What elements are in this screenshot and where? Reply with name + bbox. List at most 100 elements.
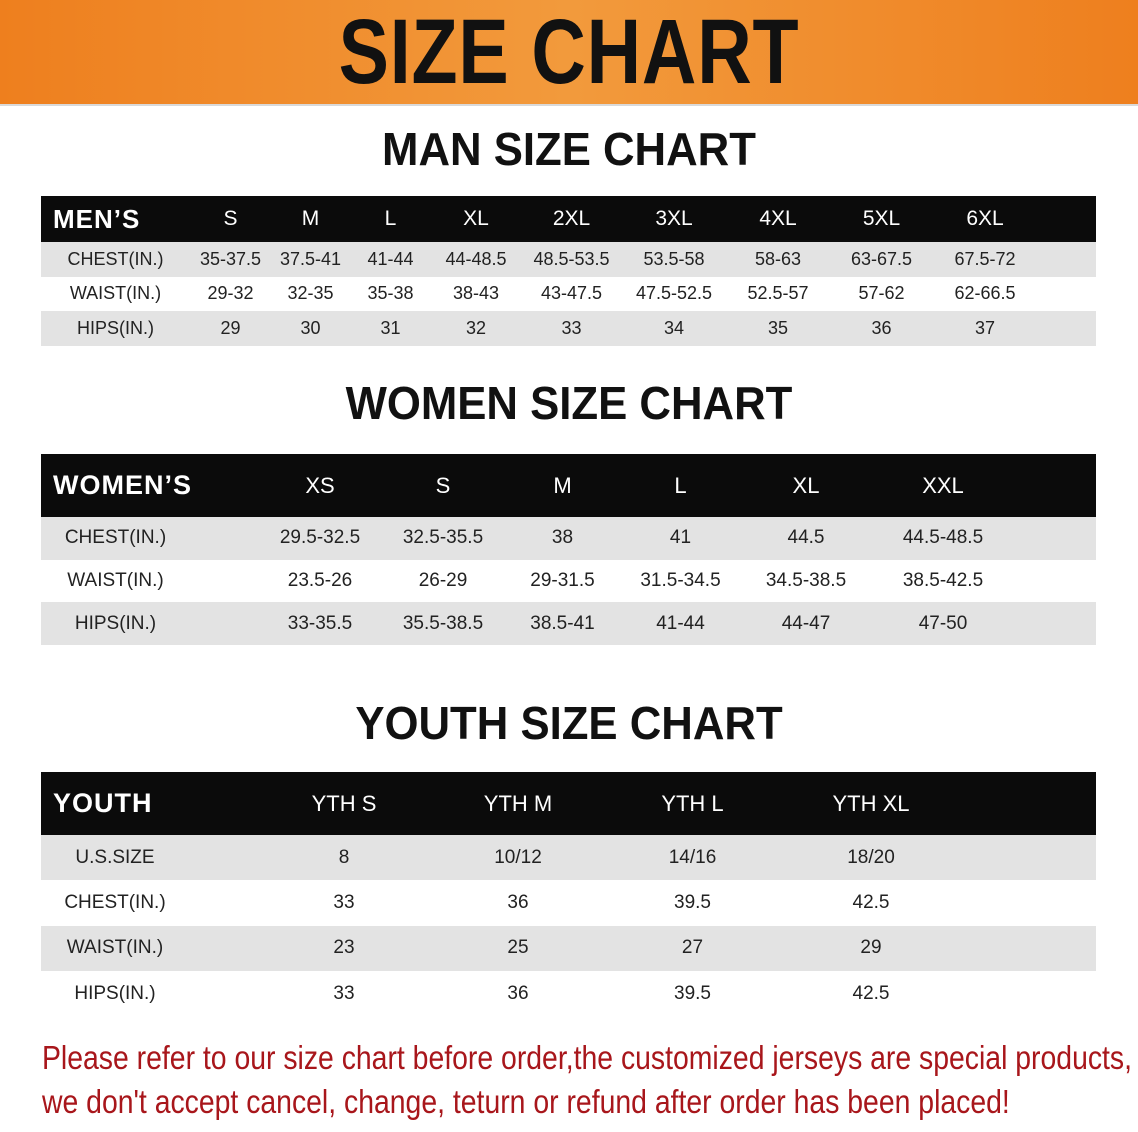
size-header: XXL — [922, 472, 964, 498]
size-header: L — [674, 472, 687, 498]
measurement-cell: 39.5 — [674, 982, 711, 1004]
measurement-cell: 48.5-53.5 — [533, 248, 610, 269]
table-row: U.S.SIZE 8 10/12 14/16 18/20 — [41, 835, 1096, 881]
measurement-cell: 33 — [333, 891, 355, 913]
measurement-cell: 53.5-58 — [643, 248, 705, 269]
measurement-cell: 25 — [507, 937, 529, 959]
measurement-cell: 41-44 — [367, 248, 414, 269]
size-header: 4XL — [759, 207, 797, 230]
size-header: L — [384, 207, 397, 230]
measurement-cell: 44.5 — [787, 527, 825, 549]
measurement-cell: 57-62 — [858, 283, 905, 304]
table-row: WAIST(IN.) 23.5-26 26-29 29-31.5 31.5-34.5 34… — [41, 559, 1096, 603]
row-label: HIPS(IN.) — [76, 317, 154, 338]
men-size-table: MEN’S S M L XL 2XL 3XL 4XL 5XL 6XL CHEST(IN.) 35-37… — [41, 196, 1096, 346]
table-row: HIPS(IN.) 33-35.5 35.5-38.5 38.5-41 41-44 44-… — [41, 602, 1096, 646]
measurement-cell: 29-32 — [207, 283, 254, 304]
size-header: YTH S — [311, 790, 377, 816]
measurement-cell: 30 — [300, 317, 321, 338]
measurement-cell: 35-37.5 — [199, 248, 262, 269]
measurement-cell: 44-48.5 — [445, 248, 507, 269]
size-header: M — [301, 207, 320, 230]
measurement-cell: 23 — [333, 937, 355, 959]
women-section-title: WOMEN SIZE CHART — [345, 377, 793, 429]
row-label: CHEST(IN.) — [64, 527, 167, 549]
size-header: 2XL — [552, 207, 591, 230]
table-row: HIPS(IN.) 29 30 31 32 33 34 35 36 37 — [41, 311, 1096, 346]
table-header-row: WOMEN’S XS S M L XL XXL — [41, 454, 1096, 517]
measurement-cell: 47-50 — [918, 612, 968, 634]
size-header: XS — [305, 472, 335, 498]
size-header: XL — [792, 472, 820, 498]
youth-size-table: YOUTH YTH S YTH M YTH L YTH XL U.S.SIZE 8 10/12… — [41, 772, 1096, 1017]
measurement-cell: 35.5-38.5 — [402, 612, 484, 634]
measurement-cell: 29-31.5 — [530, 570, 595, 592]
measurement-cell: 33-35.5 — [287, 612, 353, 634]
measurement-cell: 36 — [871, 317, 892, 338]
measurement-cell: 42.5 — [852, 982, 890, 1004]
table-row: HIPS(IN.) 33 36 39.5 42.5 — [41, 970, 1096, 1017]
measurement-cell: 39.5 — [674, 891, 711, 913]
measurement-cell: 32.5-35.5 — [402, 527, 484, 549]
header-label: YOUTH — [53, 788, 153, 818]
men-section-title: MAN SIZE CHART — [382, 123, 756, 175]
measurement-cell: 52.5-57 — [747, 283, 809, 304]
measurement-cell: 63-67.5 — [850, 248, 913, 269]
page-title: SIZE CHART — [338, 1, 800, 103]
measurement-cell: 23.5-26 — [287, 570, 353, 592]
women-size-table: WOMEN’S XS S M L XL XXL CHEST(IN.) 29.5-32.5 32.5… — [41, 454, 1096, 646]
measurement-cell: 42.5 — [852, 891, 890, 913]
row-label: HIPS(IN.) — [74, 982, 156, 1004]
row-label: WAIST(IN.) — [66, 937, 164, 959]
measurement-cell: 44-47 — [781, 612, 831, 634]
row-label: HIPS(IN.) — [74, 612, 157, 634]
table-header-row: MEN’S S M L XL 2XL 3XL 4XL 5XL 6XL — [41, 196, 1096, 242]
size-chart-banner: SIZE CHART — [0, 0, 1138, 106]
order-notice: Please refer to our size chart before or… — [42, 1036, 1133, 1124]
measurement-cell: 34 — [663, 317, 685, 338]
size-header: M — [553, 472, 572, 498]
measurement-cell: 38-43 — [452, 283, 500, 304]
notice-line-1: Please refer to our size chart before or… — [42, 1039, 1133, 1076]
youth-section-title: YOUTH SIZE CHART — [355, 697, 783, 749]
row-label: CHEST(IN.) — [67, 248, 164, 269]
measurement-cell: 41-44 — [656, 612, 705, 634]
measurement-cell: 31 — [380, 317, 401, 338]
row-label: WAIST(IN.) — [69, 283, 162, 304]
measurement-cell: 29.5-32.5 — [279, 527, 361, 549]
measurement-cell: 8 — [338, 846, 350, 868]
measurement-cell: 27 — [681, 937, 704, 959]
measurement-cell: 29 — [220, 317, 241, 338]
measurement-cell: 67.5-72 — [954, 248, 1016, 269]
measurement-cell: 35 — [767, 317, 789, 338]
size-header: S — [435, 472, 451, 498]
measurement-cell: 34.5-38.5 — [765, 570, 847, 592]
size-header: XL — [463, 207, 489, 230]
size-header: YTH M — [483, 790, 553, 816]
measurement-cell: 38.5-41 — [530, 612, 595, 634]
size-header: 6XL — [966, 207, 1004, 230]
measurement-cell: 18/20 — [847, 846, 895, 868]
measurement-cell: 47.5-52.5 — [635, 283, 713, 304]
table-row: WAIST(IN.) 29-32 32-35 35-38 38-43 43-47.5 47.… — [41, 276, 1096, 311]
measurement-cell: 33 — [333, 982, 355, 1004]
size-header: YTH L — [661, 790, 724, 816]
size-header: 5XL — [862, 207, 901, 230]
measurement-cell: 37 — [974, 317, 996, 338]
size-header: 3XL — [655, 207, 693, 230]
measurement-cell: 29 — [860, 937, 882, 959]
header-label: WOMEN’S — [53, 470, 192, 500]
measurement-cell: 33 — [561, 317, 582, 338]
table-row: CHEST(IN.) 33 36 39.5 42.5 — [41, 880, 1096, 926]
header-label: MEN’S — [53, 203, 141, 234]
measurement-cell: 43-47.5 — [540, 283, 603, 304]
table-row: WAIST(IN.) 23 25 27 29 — [41, 925, 1096, 971]
size-header: S — [223, 207, 238, 230]
measurement-cell: 26-29 — [418, 570, 468, 592]
row-label: CHEST(IN.) — [64, 891, 166, 913]
measurement-cell: 10/12 — [494, 846, 542, 868]
measurement-cell: 31.5-34.5 — [640, 570, 721, 592]
measurement-cell: 36 — [507, 982, 529, 1004]
row-label: WAIST(IN.) — [67, 570, 164, 592]
table-row: CHEST(IN.) 29.5-32.5 32.5-35.5 38 41 44.5 44.5… — [41, 517, 1096, 560]
